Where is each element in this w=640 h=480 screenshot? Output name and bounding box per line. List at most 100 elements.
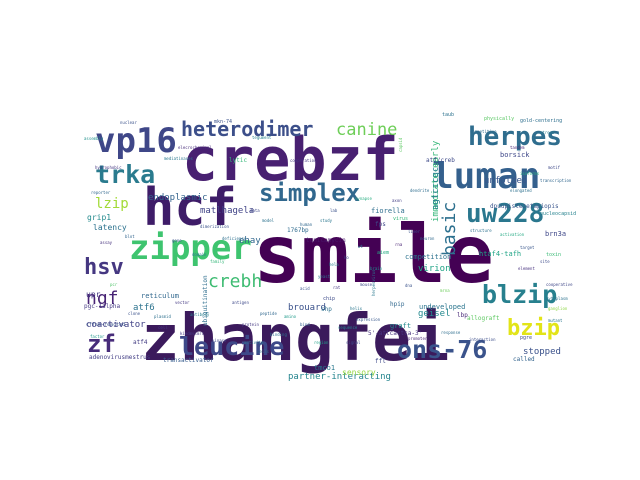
- word-15: ons-76: [397, 335, 487, 364]
- word-93: assembly: [84, 136, 104, 141]
- word-95: cytoplasm: [546, 296, 568, 301]
- word-125: site: [540, 259, 550, 264]
- word-147: blot: [125, 234, 135, 239]
- word-22: crebh: [208, 271, 262, 292]
- word-77: competitive: [470, 129, 497, 134]
- word-136: brain: [370, 266, 383, 271]
- word-33: agtcccgc: [431, 167, 441, 210]
- word-123: activation: [500, 232, 525, 237]
- word-140: dendrite: [410, 188, 430, 193]
- word-17: bzip: [507, 316, 560, 341]
- word-38: grip1: [87, 213, 111, 222]
- word-20: ngf: [86, 288, 119, 309]
- word-87: dimerization: [200, 224, 229, 229]
- word-106: cells: [257, 349, 270, 354]
- word-16: blzip: [482, 280, 557, 309]
- word-130: wt: [358, 244, 363, 249]
- word-79: aiem: [377, 250, 389, 256]
- word-28: partner-interacting: [288, 372, 391, 382]
- word-9: simplex: [259, 179, 360, 207]
- word-96: cooperation: [290, 158, 317, 163]
- word-135: rat: [333, 285, 341, 290]
- word-43: undeveloped: [419, 303, 465, 311]
- word-68: pgc-1alpha: [84, 303, 121, 310]
- word-112: family: [210, 259, 225, 264]
- word-108: factor: [90, 334, 105, 339]
- word-78: tandem: [510, 145, 525, 150]
- word-104: region: [314, 340, 329, 345]
- word-6: zipper: [129, 228, 252, 268]
- word-18: hsv: [84, 255, 124, 280]
- word-60: tmco1: [314, 364, 335, 372]
- word-109: human: [300, 222, 313, 227]
- word-26: stopped: [523, 347, 561, 357]
- word-139: axon: [392, 198, 402, 203]
- word-59: htaf4-tafh: [479, 250, 521, 258]
- word-100: stress: [540, 130, 555, 135]
- word-148: pcr: [110, 282, 118, 287]
- word-127: mrna: [440, 288, 450, 293]
- word-111: domain: [192, 252, 207, 257]
- word-8: herpes: [468, 122, 562, 152]
- word-32: immediate-early: [431, 140, 441, 222]
- word-97: ganglion: [548, 306, 568, 311]
- word-101: motif: [548, 165, 561, 170]
- word-103: bind: [300, 322, 310, 327]
- word-133: yeast: [318, 274, 331, 279]
- word-71: taub: [442, 112, 454, 118]
- word-19: zf: [87, 330, 116, 358]
- word-61: hpip: [390, 301, 405, 308]
- word-74: elecrochemical: [178, 145, 212, 150]
- word-151: vector: [175, 300, 190, 305]
- word-128: dna: [405, 283, 413, 288]
- word-99: mutant: [548, 318, 563, 323]
- word-56: ffl: [375, 358, 386, 365]
- word-75: physically: [484, 116, 514, 122]
- word-86: hydrophobic: [95, 165, 122, 170]
- word-154: peptide: [260, 311, 277, 316]
- word-46: transactivator: [163, 357, 214, 364]
- word-116: activity: [244, 340, 264, 345]
- word-76: gold-centering: [520, 118, 562, 124]
- word-152: antibody: [190, 312, 210, 317]
- word-131: ko: [344, 255, 349, 260]
- word-67: nucleocapsid: [540, 211, 576, 217]
- word-84: virus: [393, 216, 408, 222]
- word-124: target: [520, 245, 535, 250]
- word-119: promoter: [408, 336, 428, 341]
- word-10: uw228: [466, 199, 544, 229]
- word-132: hela: [329, 262, 339, 267]
- word-31: unfolded: [484, 176, 527, 186]
- word-89: capsid: [398, 137, 403, 152]
- word-48: fiorella: [371, 207, 405, 215]
- word-92: cooperative: [546, 282, 573, 287]
- word-42: borsick: [500, 151, 530, 159]
- word-153: antigen: [232, 300, 249, 305]
- word-80: herpesvirus: [371, 269, 376, 296]
- word-88: isoforms: [520, 171, 540, 176]
- word-143: study: [320, 218, 333, 223]
- word-150: plasmid: [154, 314, 171, 319]
- word-69: 1767bp: [287, 227, 309, 234]
- word-83: mediatinases: [164, 156, 193, 161]
- word-14: leucine: [179, 332, 284, 361]
- word-66: dpuupistezetapiopis: [490, 203, 559, 210]
- word-145: model: [262, 218, 275, 223]
- word-41: sensory: [342, 368, 376, 377]
- word-142: lab: [330, 208, 338, 213]
- word-82: kiedmvsmrc: [180, 331, 205, 336]
- word-129: rna: [395, 242, 403, 247]
- word-70: mkn-74: [214, 119, 232, 125]
- word-36: ehay: [239, 236, 261, 246]
- word-73: toxin: [546, 252, 561, 258]
- word-90: tegument: [252, 135, 272, 140]
- word-30: virion: [418, 264, 451, 274]
- word-24: endoplasmic: [148, 193, 208, 203]
- word-55: called: [513, 356, 535, 363]
- word-49: tunicamycin: [306, 237, 346, 244]
- word-2: zhangfei: [141, 302, 449, 376]
- word-27: coactivator: [86, 320, 146, 330]
- word-57: pgre: [520, 335, 532, 341]
- word-47: adenovirusmestrus: [89, 354, 151, 361]
